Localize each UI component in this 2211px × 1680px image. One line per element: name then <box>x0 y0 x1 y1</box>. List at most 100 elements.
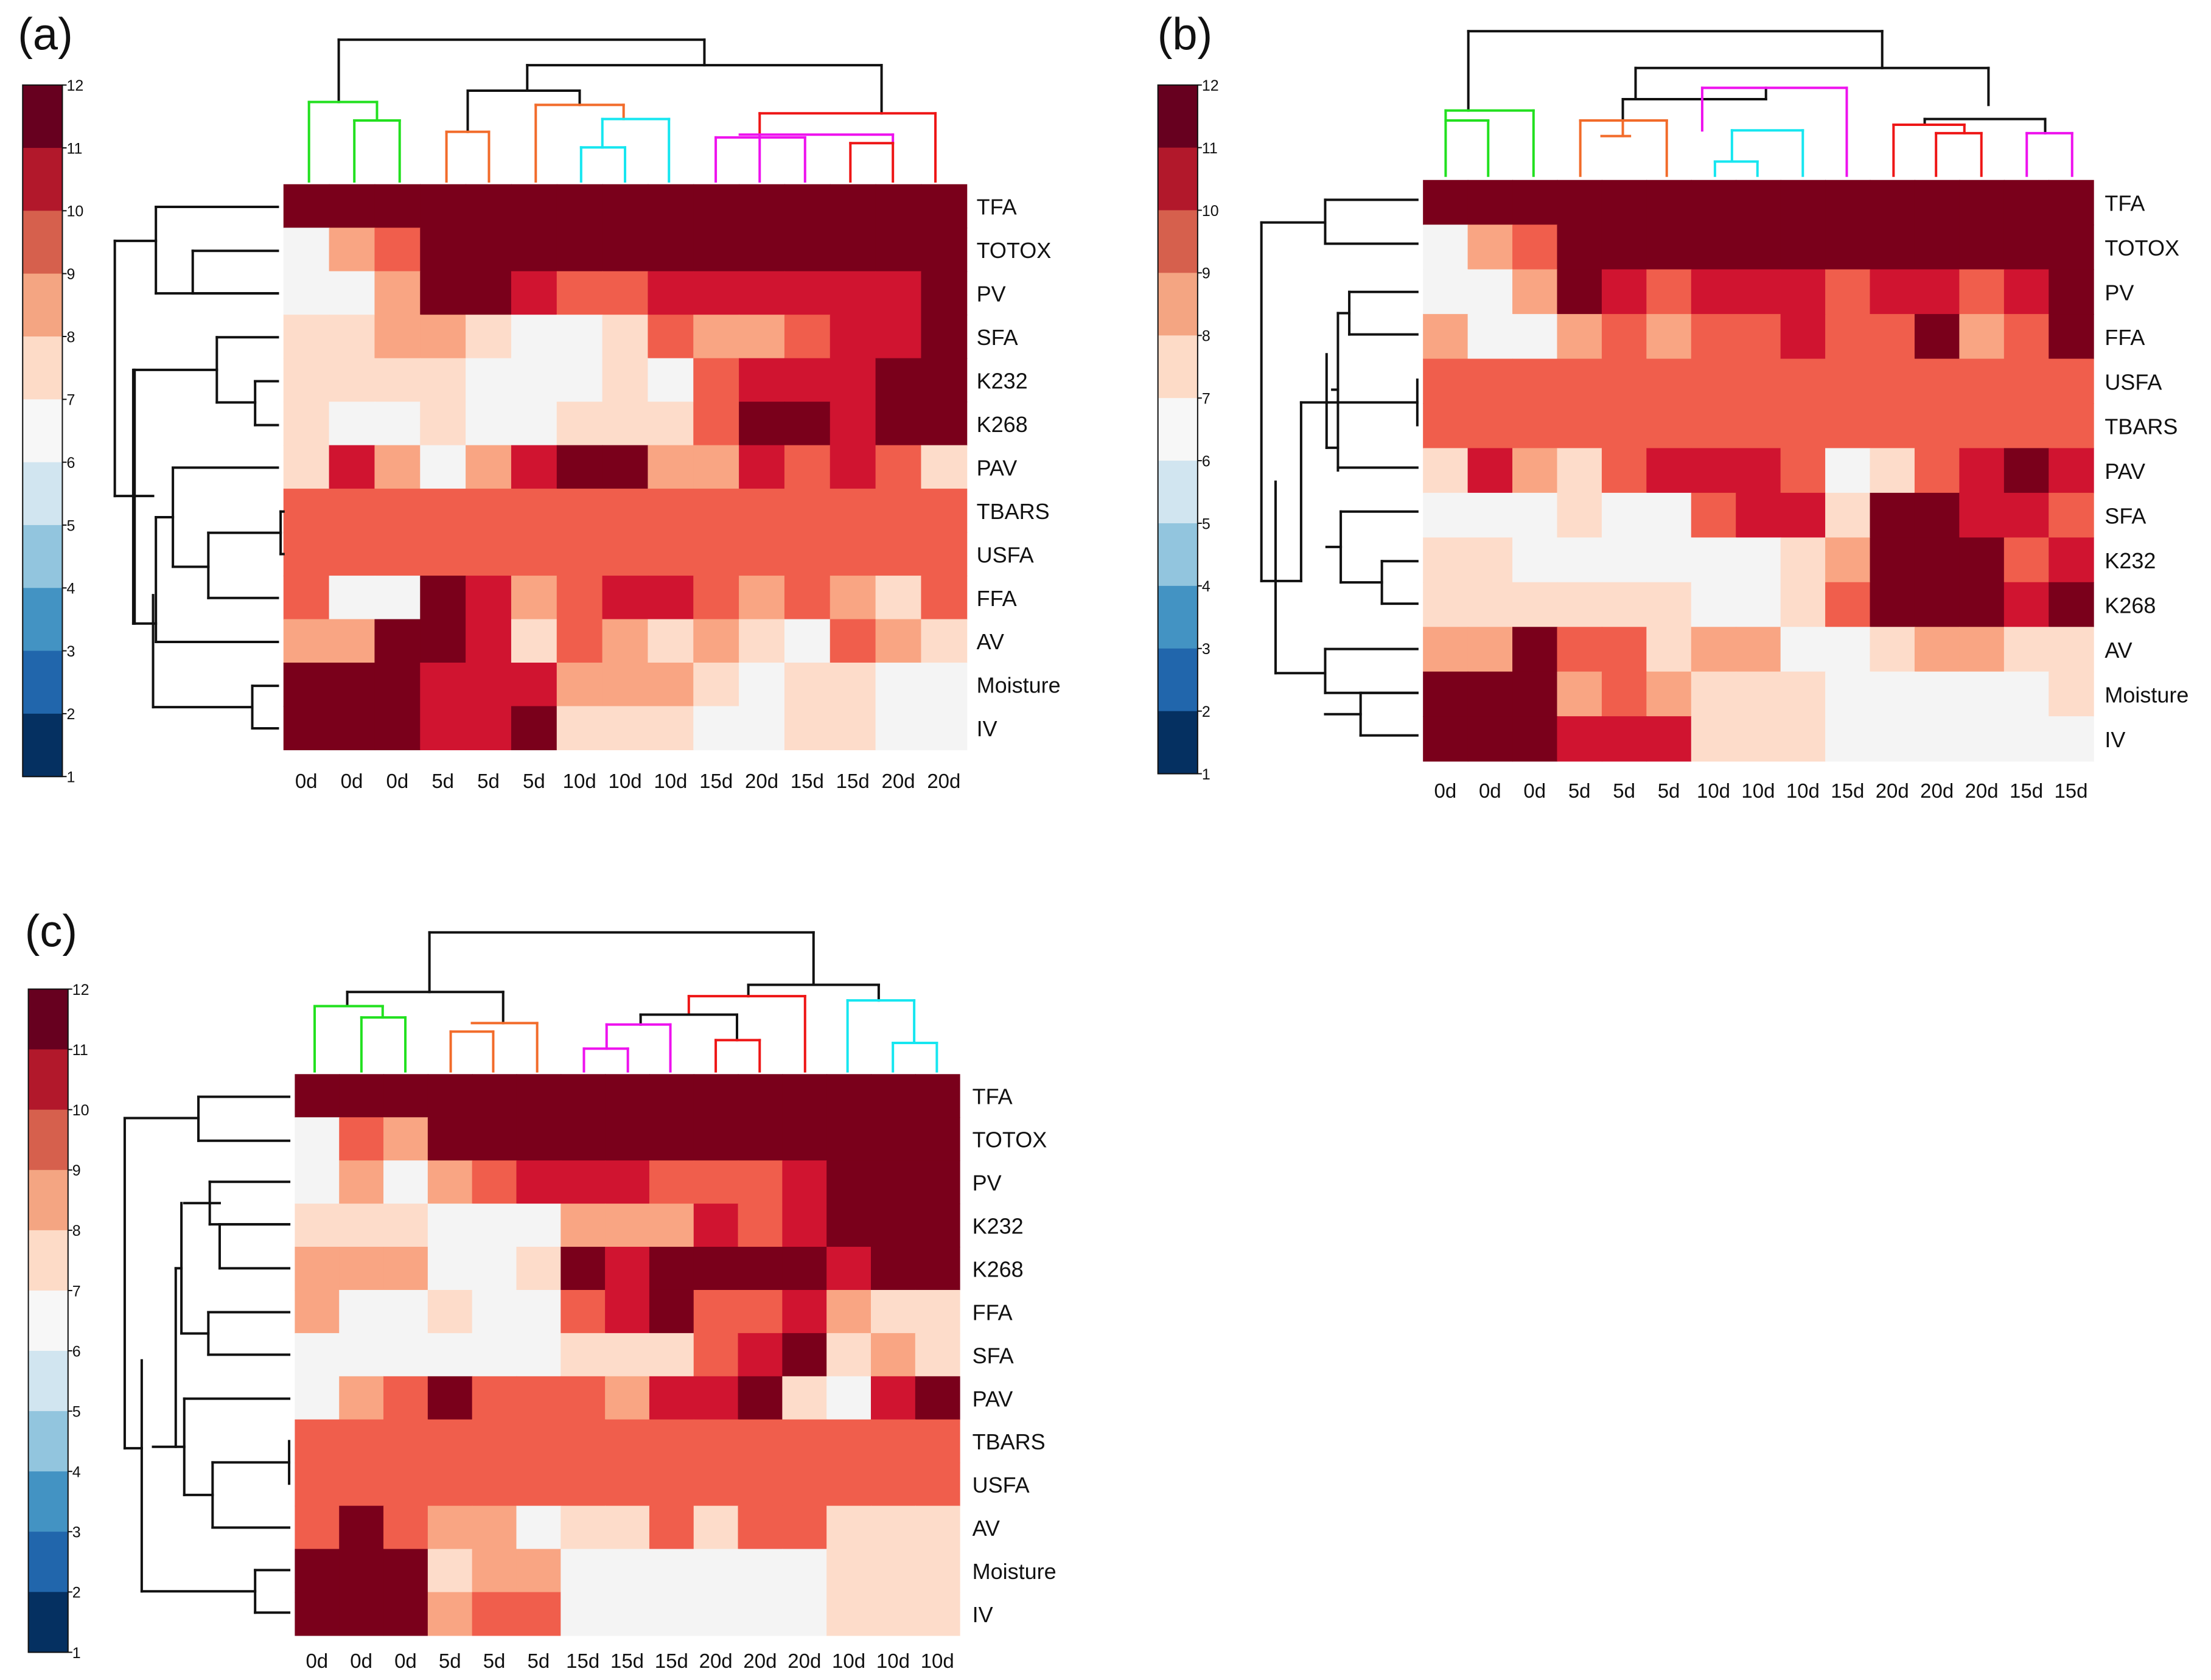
heatmap-cell <box>2049 403 2094 449</box>
heatmap-cell <box>1780 627 1826 672</box>
heatmap-cell <box>516 1376 562 1420</box>
heatmap-cell <box>1557 403 1602 449</box>
colorbar-segment <box>28 1351 68 1412</box>
heatmap-cell <box>561 1333 606 1377</box>
column-label: 20d <box>743 1650 777 1672</box>
colorbar-tick-label: 6 <box>66 455 75 472</box>
heatmap-cell <box>556 445 603 490</box>
heatmap-cell <box>1467 180 1514 226</box>
heatmap-cell <box>1423 582 1469 628</box>
heatmap-cell <box>605 1247 650 1291</box>
heatmap-cell <box>782 1204 828 1248</box>
heatmap-cell <box>915 1462 960 1507</box>
heatmap-cell <box>649 1333 694 1377</box>
heatmap-cell <box>1646 358 1692 405</box>
heatmap-cell <box>561 1462 606 1507</box>
colorbar-tick-label: 5 <box>1202 515 1210 532</box>
heatmap-cell <box>648 489 694 533</box>
heatmap-cell <box>1557 671 1602 717</box>
colorbar-segment <box>1158 523 1198 587</box>
column-label: 5d <box>1658 779 1680 802</box>
colorbar-segment <box>28 1230 68 1291</box>
colorbar-tick-label: 12 <box>1202 77 1219 94</box>
heatmap-cell <box>420 445 467 490</box>
heatmap-cell <box>1870 314 1915 360</box>
heatmap-cell <box>871 1333 916 1377</box>
heatmap-cell <box>602 445 649 490</box>
heatmap-cell <box>1467 403 1514 449</box>
heatmap-cell <box>826 1419 871 1463</box>
heatmap-cell <box>420 315 467 359</box>
heatmap-cell <box>427 1247 473 1291</box>
heatmap-cell <box>420 619 467 664</box>
heatmap-cell <box>649 1074 694 1118</box>
heatmap-cell <box>516 1505 562 1550</box>
colorbar-tick-label: 8 <box>66 329 75 346</box>
colorbar-tick-label: 1 <box>66 769 75 786</box>
heatmap-cell <box>875 315 922 359</box>
row-label: IV <box>2104 727 2125 752</box>
heatmap-cell <box>374 663 421 707</box>
heatmap-cell <box>2003 180 2050 226</box>
heatmap-cell <box>516 1592 562 1636</box>
heatmap-cell <box>1601 180 1647 226</box>
heatmap-cell <box>427 1505 473 1550</box>
heatmap-cell <box>466 184 512 229</box>
heatmap-cell <box>1557 358 1602 405</box>
heatmap-cell <box>693 663 740 707</box>
colorbar-tick-label: 3 <box>1202 641 1210 658</box>
heatmap-cell <box>329 271 375 316</box>
colorbar-segment <box>28 1532 68 1593</box>
heatmap-cell <box>602 706 649 750</box>
column-labels: 0d 0d 0d 5d 5d 5d 10d 10d 10d 15d 20d 20d 20d 15d 15d <box>1434 779 2088 802</box>
heatmap-cell <box>420 402 467 446</box>
row-label: USFA <box>973 1473 1030 1497</box>
panel-label: (a) <box>18 9 72 60</box>
heatmap-cell <box>329 663 375 707</box>
row-label: TOTOX <box>977 238 1052 263</box>
heatmap-cell <box>1601 269 1647 315</box>
heatmap-cell <box>1870 180 1915 226</box>
heatmap-cell <box>738 1204 783 1248</box>
heatmap-cell <box>420 663 467 707</box>
heatmap-cell <box>871 1074 916 1118</box>
heatmap-cell <box>374 445 421 490</box>
heatmap-cell <box>784 315 831 359</box>
heatmap-cell <box>921 532 968 577</box>
heatmap-cell <box>1825 627 1871 672</box>
heatmap-cell <box>295 1592 340 1636</box>
heatmap-cell <box>1512 448 1558 493</box>
row-label: TBARS <box>2104 414 2178 439</box>
heatmap-cell <box>738 1549 783 1593</box>
colorbar-tick-label: 4 <box>1202 578 1210 595</box>
heatmap-cell <box>561 1376 606 1420</box>
heatmap-cell <box>1691 180 1737 226</box>
colorbar-segment <box>23 462 63 526</box>
row-label: AV <box>2104 638 2132 663</box>
heatmap-cell <box>739 271 785 316</box>
row-label: SFA <box>2104 504 2146 529</box>
heatmap-cell <box>1423 358 1469 405</box>
heatmap-cell <box>1646 180 1692 226</box>
heatmap-cell <box>921 619 968 664</box>
colorbar-segment <box>28 989 68 1050</box>
heatmap-cell <box>511 402 557 446</box>
heatmap-cell <box>339 1462 385 1507</box>
heatmap-cell <box>466 706 512 750</box>
heatmap-cell <box>427 1376 473 1420</box>
column-label: 10d <box>832 1650 865 1672</box>
heatmap-cell <box>1601 671 1647 717</box>
heatmap-cell <box>1914 403 1960 449</box>
heatmap-cell <box>649 1376 694 1420</box>
heatmap-cell <box>1601 627 1647 672</box>
heatmap-cell <box>875 663 922 707</box>
heatmap-cell <box>1557 180 1602 226</box>
heatmap-cell <box>466 489 512 533</box>
heatmap-cell <box>1825 358 1871 405</box>
heatmap-cell <box>871 1204 916 1248</box>
row-label: TBARS <box>977 499 1050 524</box>
heatmap-cell <box>516 1247 562 1291</box>
heatmap-cells <box>283 184 968 750</box>
heatmap-cell <box>420 358 467 403</box>
heatmap-cell <box>1914 671 1960 717</box>
